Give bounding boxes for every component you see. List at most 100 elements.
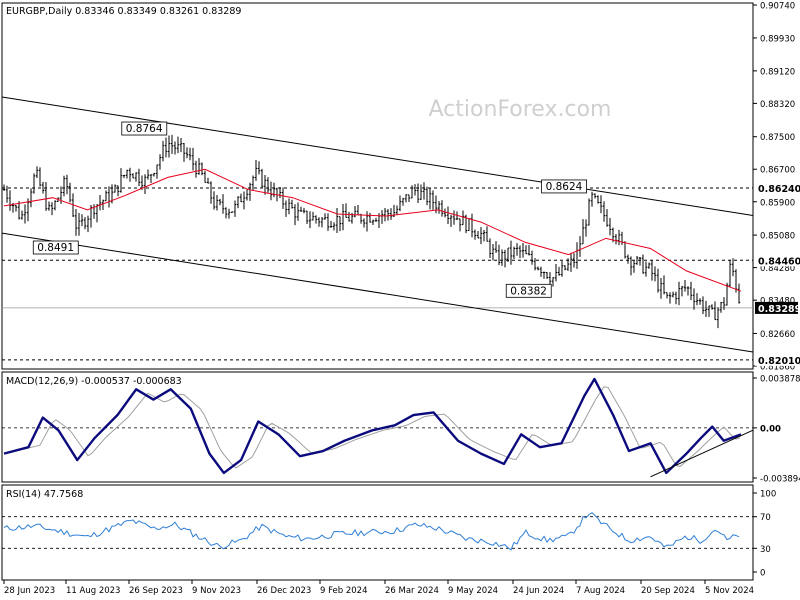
- price-bar: [698, 298, 702, 305]
- price-bar: [428, 187, 432, 210]
- annotation-label: 0.8764: [126, 123, 163, 135]
- price-axis-label: 0.83480: [760, 297, 795, 307]
- price-bar: [689, 281, 693, 301]
- price-bar: [161, 140, 165, 162]
- price-bar: [371, 219, 375, 225]
- price-bar: [335, 208, 339, 233]
- price-bar: [677, 281, 681, 306]
- price-bar: [395, 205, 399, 215]
- price-bar: [221, 194, 225, 214]
- price-bar: [737, 283, 741, 304]
- price-bar: [116, 185, 120, 197]
- price-bar: [380, 210, 384, 224]
- price-bar: [179, 137, 183, 153]
- price-axis-label: 0.81860: [760, 363, 795, 373]
- price-bar: [593, 193, 597, 199]
- price-bar: [308, 211, 312, 229]
- level-tag-2-box: [755, 353, 798, 366]
- x-axis-label: 28 Jun 2023: [4, 586, 55, 596]
- x-axis-label: 9 Nov 2023: [192, 586, 241, 596]
- price-bar: [101, 199, 105, 210]
- price-bar: [5, 185, 9, 203]
- price-bar: [32, 173, 36, 194]
- price-bar: [191, 147, 195, 171]
- price-bar: [407, 194, 411, 202]
- price-annotation: 0.8382: [505, 283, 552, 298]
- price-bar: [296, 202, 300, 221]
- price-bar: [647, 262, 651, 269]
- price-bar: [173, 141, 177, 155]
- x-axis-label: 20 Sep 2024: [641, 586, 695, 596]
- macd-axis-label: -0.003894: [760, 475, 800, 485]
- price-bar: [92, 204, 96, 219]
- price-bar: [368, 212, 372, 223]
- price-bar: [620, 231, 624, 245]
- price-bar: [41, 181, 45, 194]
- price-bar: [485, 226, 489, 242]
- price-bar: [383, 208, 387, 222]
- price-bar: [62, 175, 66, 197]
- price-bar: [152, 172, 156, 177]
- price-bar: [164, 137, 168, 158]
- price-bar: [326, 213, 330, 231]
- price-bar: [656, 268, 660, 293]
- price-bar: [602, 201, 606, 222]
- moving-average-line: [3, 168, 742, 292]
- price-bar: [470, 213, 474, 238]
- price-bar: [563, 265, 567, 271]
- price-bar: [419, 184, 423, 200]
- price-bar: [2, 184, 6, 191]
- price-axis-label: 0.88320: [760, 100, 795, 110]
- price-annotation: 0.8624: [541, 179, 587, 194]
- annotation-label: 0.8624: [546, 181, 583, 193]
- price-bar: [443, 208, 447, 218]
- price-bar: [188, 147, 192, 161]
- price-bar: [146, 169, 150, 180]
- price-bar: [347, 211, 351, 222]
- price-bar: [134, 172, 138, 182]
- price-bar: [587, 198, 591, 226]
- price-axis-label: 0.89930: [760, 34, 795, 44]
- rsi-panel-frame: [1, 484, 754, 581]
- price-bar: [683, 279, 687, 292]
- price-bar: [293, 204, 297, 226]
- price-bar: [641, 254, 645, 274]
- price-bar: [239, 193, 243, 203]
- price-bar: [452, 210, 456, 225]
- price-bar: [38, 167, 42, 187]
- price-bar: [269, 181, 273, 201]
- price-bar: [194, 160, 198, 178]
- price-bar: [47, 201, 51, 211]
- price-bar: [617, 229, 621, 246]
- price-bar: [233, 200, 237, 217]
- price-bar: [719, 301, 723, 313]
- price-bar: [74, 208, 78, 236]
- price-bar: [230, 211, 234, 213]
- price-bar: [479, 227, 483, 245]
- level-tag-1: 0.84460: [758, 256, 800, 267]
- price-bar: [251, 175, 255, 191]
- price-bar: [626, 254, 630, 264]
- price-bar: [668, 292, 672, 304]
- level-tag-1-box: [755, 254, 798, 267]
- price-bar: [245, 189, 249, 201]
- current-price-tag: 0.83289: [758, 304, 800, 315]
- price-bar: [50, 202, 54, 216]
- price-bar: [197, 158, 201, 175]
- price-bar: [524, 245, 528, 255]
- price-bar: [44, 182, 48, 211]
- price-bar: [650, 260, 654, 281]
- price-bar: [578, 236, 582, 257]
- price-bar: [560, 261, 564, 277]
- price-bar: [731, 258, 735, 277]
- x-axis-label: 9 May 2024: [448, 586, 498, 596]
- price-bar: [302, 207, 306, 214]
- channel-lower-line: [1, 232, 754, 353]
- price-bar: [317, 217, 321, 227]
- price-bar: [629, 256, 633, 276]
- price-bar: [431, 190, 435, 210]
- price-bar: [416, 183, 420, 204]
- price-bar: [713, 301, 717, 321]
- x-axis-label: 11 Aug 2023: [66, 586, 120, 596]
- x-axis-label: 9 Feb 2024: [320, 586, 368, 596]
